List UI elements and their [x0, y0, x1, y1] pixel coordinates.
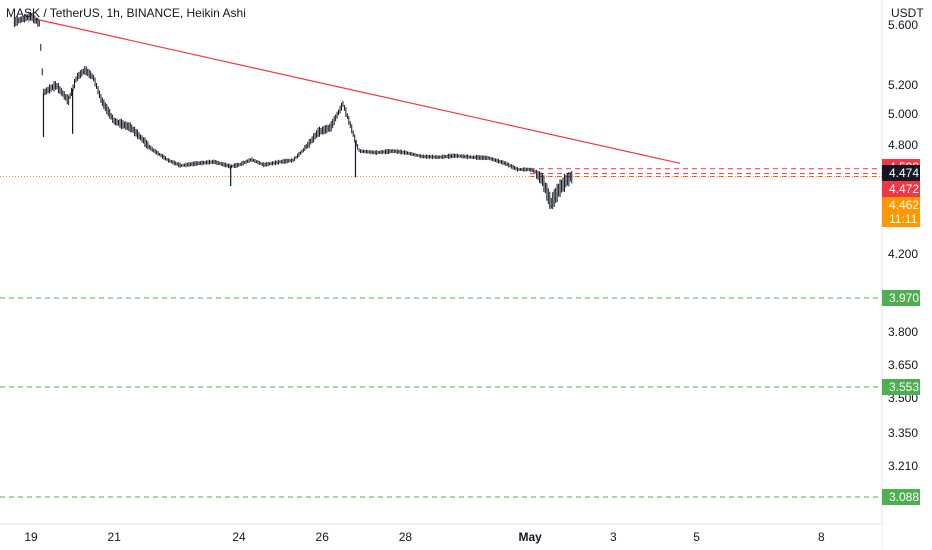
price-badge: 3.088 [882, 489, 920, 505]
price-tick-label: 4.800 [888, 138, 918, 152]
price-badges: 4.5984.5294.4744.4724.46211:113.9703.553… [882, 159, 920, 505]
price-badge-bg [882, 181, 920, 197]
price-badge-bg [882, 379, 920, 395]
time-tick-label: 21 [108, 530, 122, 544]
horizontal-lines-layer [0, 168, 882, 498]
price-badge-bg [882, 489, 920, 505]
time-tick-label: 3 [610, 530, 617, 544]
price-axis-unit: USDT [891, 6, 924, 20]
price-badge-label: 4.472 [889, 182, 919, 196]
price-tick-label: 3.210 [888, 459, 918, 473]
price-badge-label: 4.462 [889, 198, 919, 212]
price-badge-label: 3.970 [889, 291, 919, 305]
time-tick-label: 26 [316, 530, 330, 544]
price-badge: 4.462 [882, 197, 920, 213]
price-tick-label: 3.650 [888, 358, 918, 372]
time-tick-label: 19 [24, 530, 38, 544]
candles-layer [13, 11, 573, 210]
price-tick-label: 3.800 [888, 325, 918, 339]
price-badge: 3.970 [882, 290, 920, 306]
price-tick-label: 5.600 [888, 18, 918, 32]
time-tick-label: May [519, 530, 543, 544]
price-tick-label: 5.000 [888, 107, 918, 121]
descending-trendline[interactable] [35, 18, 681, 164]
time-tick-label: 8 [818, 530, 825, 544]
price-tick-label: 5.200 [888, 78, 918, 92]
price-badge-bg [882, 290, 920, 306]
time-axis-ticks: 19 21 24 26 28 May 3 5 8 [24, 530, 825, 544]
price-badge: 4.472 [882, 181, 920, 197]
price-badge-label: 11:11 [889, 212, 918, 226]
price-badge: 3.553 [882, 379, 920, 395]
trendline-layer [35, 18, 681, 164]
price-badge-label: 3.088 [889, 490, 919, 504]
price-badge-label: 3.553 [889, 380, 919, 394]
price-tick-label: 4.200 [888, 247, 918, 261]
price-badge-bg [882, 165, 920, 181]
price-axis-ticks: 5.6005.2005.0004.8004.2003.8003.6503.500… [888, 18, 918, 473]
chart-title: MASK / TetherUS, 1h, BINANCE, Heikin Ash… [6, 6, 246, 20]
price-tick-label: 3.350 [888, 426, 918, 440]
price-badge: 11:11 [882, 211, 920, 227]
time-tick-label: 24 [232, 530, 246, 544]
price-badge-bg [882, 197, 920, 213]
time-tick-label: 5 [693, 530, 700, 544]
price-badge: 4.474 [882, 165, 920, 181]
time-tick-label: 28 [399, 530, 413, 544]
price-badge-bg [882, 211, 920, 227]
price-axis-panel[interactable] [882, 0, 932, 550]
time-axis-panel[interactable] [0, 524, 882, 550]
price-badge-label: 4.474 [889, 166, 919, 180]
